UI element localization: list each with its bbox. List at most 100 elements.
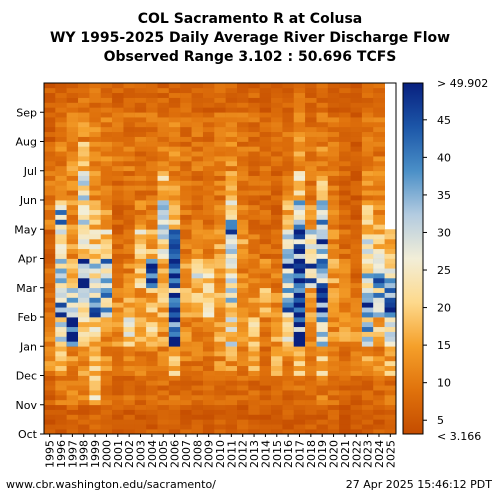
heatmap-cell-texture: [259, 302, 272, 308]
heatmap-cell-texture: [293, 112, 306, 118]
heatmap-cell-texture: [146, 229, 158, 235]
heatmap-cell-texture: [66, 351, 79, 357]
heatmap-cell-texture: [66, 419, 79, 425]
heatmap-cell-texture: [66, 341, 79, 347]
heatmap-cell-texture: [327, 312, 340, 318]
heatmap-cell-texture: [100, 287, 113, 293]
heatmap-cell-texture: [123, 229, 136, 235]
heatmap-cell-texture: [134, 234, 147, 240]
x-tick-label-1997: 1997: [66, 440, 79, 468]
heatmap-cell-texture: [225, 224, 238, 230]
heatmap-cell-texture: [316, 278, 329, 284]
heatmap-cell-texture: [339, 170, 351, 176]
heatmap-cell-texture: [327, 302, 340, 308]
heatmap-cell-texture: [384, 356, 397, 362]
heatmap-cell-texture: [237, 92, 249, 98]
heatmap-cell-texture: [293, 107, 306, 113]
heatmap-cell-texture: [78, 126, 90, 133]
heatmap-cell-texture: [384, 292, 397, 298]
heatmap-cell-texture: [384, 409, 397, 415]
heatmap-cell-texture: [78, 317, 90, 323]
heatmap-cell-texture: [157, 204, 170, 211]
source-url[interactable]: www.cbr.washington.edu/sacramento/: [6, 478, 216, 491]
heatmap-cell-texture: [373, 185, 385, 191]
heatmap-cell-texture: [123, 87, 136, 94]
heatmap-cell-texture: [316, 190, 329, 196]
heatmap-cell-texture: [180, 102, 192, 108]
heatmap-cell-texture: [123, 180, 136, 186]
heatmap-cell-texture: [191, 126, 204, 133]
heatmap-cell-texture: [327, 385, 340, 391]
heatmap-cell-texture: [350, 380, 363, 386]
heatmap-cell-texture: [350, 395, 363, 401]
heatmap-cell-texture: [180, 253, 192, 259]
heatmap-cell-texture: [146, 239, 158, 245]
heatmap-cell-texture: [78, 404, 90, 410]
heatmap-cell-texture: [191, 390, 204, 396]
heatmap-cell-texture: [237, 165, 249, 172]
heatmap-cell-texture: [327, 92, 340, 98]
heatmap-cell-texture: [361, 214, 374, 220]
heatmap-cell-texture: [134, 107, 147, 113]
heatmap-cell-texture: [146, 151, 158, 157]
heatmap-cell-texture: [248, 165, 261, 172]
heatmap-cell-texture: [271, 229, 283, 235]
heatmap-cell-texture: [271, 390, 283, 396]
heatmap-cell-texture: [100, 297, 113, 303]
heatmap-cell-texture: [214, 365, 226, 371]
heatmap-cell-texture: [373, 180, 385, 186]
heatmap-cell-texture: [214, 380, 226, 386]
heatmap-cell-texture: [191, 395, 204, 401]
heatmap-cell-texture: [327, 258, 340, 264]
heatmap-cell-texture: [55, 302, 67, 308]
heatmap-cell-texture: [123, 365, 136, 371]
heatmap-cell-texture: [191, 317, 204, 323]
heatmap-cell-texture: [66, 175, 79, 181]
heatmap-cell-texture: [248, 209, 261, 215]
heatmap-cell-texture: [191, 429, 204, 435]
heatmap-cell-texture: [168, 146, 181, 152]
heatmap-cell-texture: [146, 204, 158, 211]
heatmap-cell-texture: [146, 253, 158, 259]
heatmap-cell-texture: [112, 307, 124, 313]
heatmap-cell-texture: [350, 326, 363, 332]
colorbar-gradient: [402, 82, 424, 435]
heatmap-cell-texture: [327, 161, 340, 167]
heatmap-cell-texture: [259, 356, 272, 362]
x-tick-label-2013: 2013: [248, 440, 261, 468]
heatmap-cell-texture: [191, 307, 204, 313]
heatmap-cell-texture: [44, 385, 56, 391]
heatmap-cell-texture: [305, 175, 317, 181]
heatmap-cell-texture: [112, 200, 124, 206]
heatmap-cell-texture: [327, 380, 340, 386]
heatmap-cell-texture: [157, 112, 170, 118]
heatmap-cell-texture: [78, 239, 90, 245]
heatmap-cell-texture: [271, 336, 283, 342]
heatmap-cell-texture: [237, 287, 249, 293]
heatmap-cell-texture: [78, 175, 90, 181]
heatmap-cell-texture: [55, 360, 67, 367]
heatmap-cell-texture: [271, 204, 283, 211]
heatmap-cell-texture: [66, 390, 79, 396]
heatmap-cell-texture: [66, 151, 79, 157]
heatmap-cell-texture: [282, 409, 295, 415]
heatmap-cell-texture: [66, 360, 79, 367]
heatmap-cell-texture: [168, 321, 181, 328]
heatmap-cell-texture: [180, 156, 192, 162]
heatmap-cell-texture: [350, 175, 363, 181]
heatmap-cell-texture: [123, 243, 136, 250]
heatmap-cell-texture: [271, 282, 283, 289]
heatmap-cell-texture: [112, 234, 124, 240]
heatmap-cell-texture: [293, 190, 306, 196]
heatmap-cell-texture: [157, 336, 170, 342]
heatmap-cell-texture: [100, 429, 113, 435]
heatmap-cell-texture: [316, 229, 329, 235]
heatmap-cell-texture: [134, 239, 147, 245]
heatmap-cell-texture: [339, 239, 351, 245]
heatmap-cell-texture: [248, 253, 261, 259]
heatmap-cell-texture: [225, 161, 238, 167]
heatmap-cell-texture: [361, 204, 374, 211]
colorbar-tick-label-5: 5: [437, 414, 444, 427]
heatmap-cell-texture: [282, 429, 295, 435]
heatmap-cell-texture: [112, 331, 124, 337]
